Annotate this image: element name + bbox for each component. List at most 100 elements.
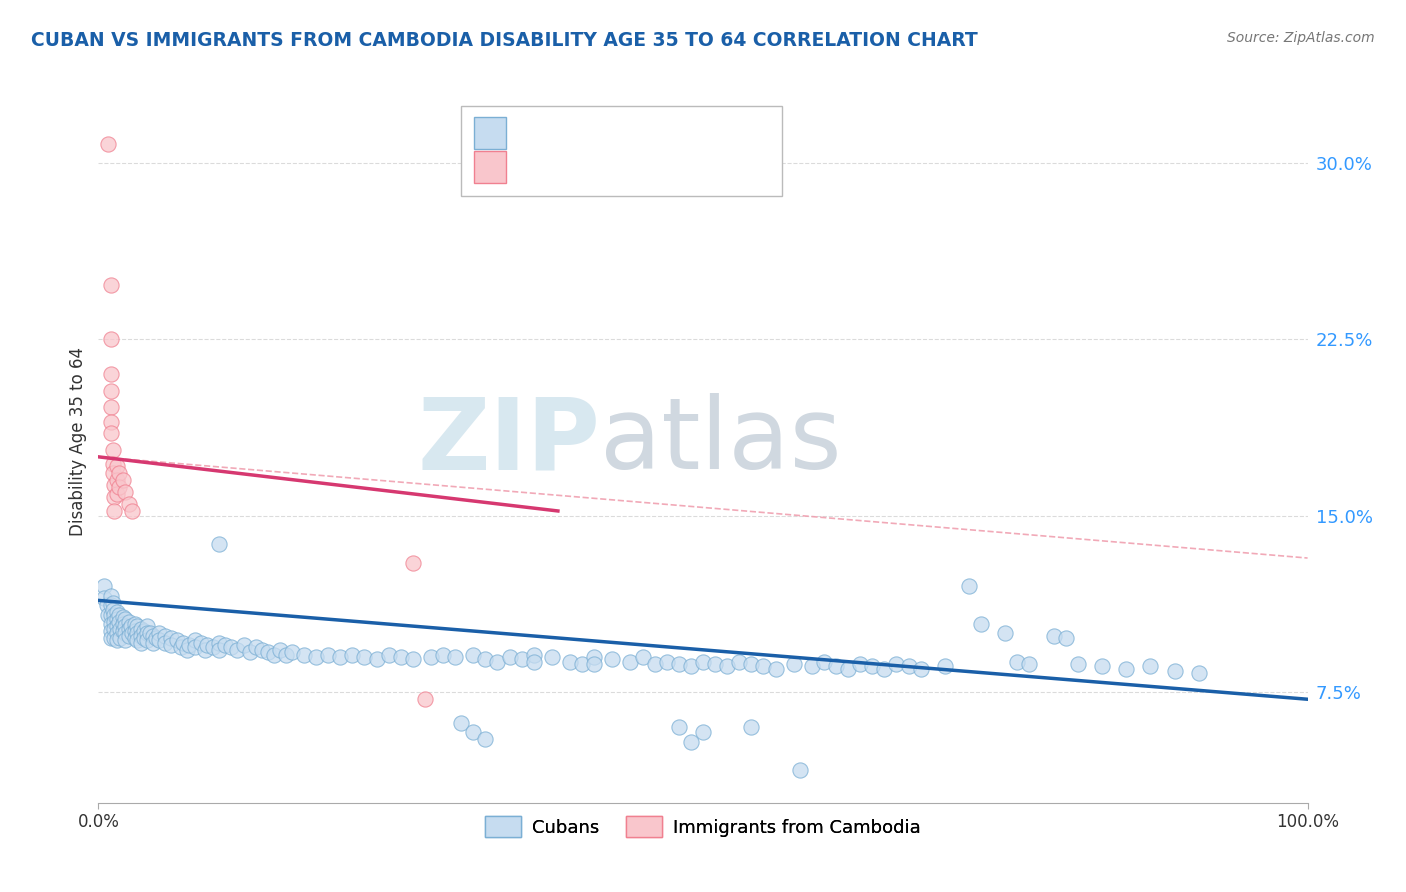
Point bbox=[692, 725, 714, 739]
Point bbox=[124, 631, 146, 645]
Point bbox=[1054, 631, 1077, 645]
Point bbox=[105, 474, 128, 488]
Point bbox=[93, 579, 115, 593]
Point bbox=[1091, 659, 1114, 673]
Point bbox=[558, 655, 581, 669]
Point bbox=[103, 478, 125, 492]
Point bbox=[160, 638, 183, 652]
Point bbox=[100, 401, 122, 415]
Point bbox=[245, 640, 267, 655]
Point bbox=[153, 629, 176, 643]
Point bbox=[129, 629, 152, 643]
Point bbox=[1007, 655, 1029, 669]
Point bbox=[127, 626, 149, 640]
Point bbox=[103, 622, 125, 636]
Point bbox=[420, 649, 443, 664]
Point bbox=[474, 652, 496, 666]
Point bbox=[100, 426, 122, 441]
Point bbox=[134, 631, 156, 645]
Point bbox=[194, 643, 217, 657]
Point bbox=[176, 643, 198, 657]
Point bbox=[135, 619, 157, 633]
Point bbox=[129, 636, 152, 650]
Point bbox=[644, 657, 666, 671]
Point bbox=[184, 633, 207, 648]
Text: N = 108: N = 108 bbox=[658, 124, 733, 142]
Point bbox=[111, 610, 134, 624]
Point bbox=[118, 629, 141, 643]
Point bbox=[184, 640, 207, 655]
Point bbox=[114, 612, 136, 626]
Point bbox=[342, 648, 364, 662]
Point bbox=[97, 607, 120, 622]
Point bbox=[100, 278, 122, 293]
Point bbox=[111, 624, 134, 638]
Point bbox=[523, 655, 546, 669]
Point bbox=[668, 721, 690, 735]
Point bbox=[208, 643, 231, 657]
Point bbox=[679, 734, 702, 748]
Point bbox=[402, 652, 425, 666]
Point bbox=[728, 655, 751, 669]
Point bbox=[679, 659, 702, 673]
Point bbox=[716, 659, 738, 673]
Point bbox=[100, 616, 122, 631]
Point bbox=[1115, 662, 1137, 676]
Point bbox=[450, 715, 472, 730]
Point bbox=[103, 607, 125, 622]
Point bbox=[583, 657, 606, 671]
Point bbox=[849, 657, 872, 671]
Point bbox=[583, 649, 606, 664]
Legend: Cubans, Immigrants from Cambodia: Cubans, Immigrants from Cambodia bbox=[478, 809, 928, 845]
Point bbox=[994, 626, 1017, 640]
Point bbox=[160, 631, 183, 645]
Point bbox=[108, 480, 131, 494]
Point bbox=[103, 631, 125, 645]
Point bbox=[100, 624, 122, 638]
Text: atlas: atlas bbox=[600, 393, 842, 490]
Point bbox=[120, 619, 142, 633]
Point bbox=[305, 649, 328, 664]
Point bbox=[135, 626, 157, 640]
Point bbox=[825, 659, 848, 673]
Point bbox=[105, 605, 128, 619]
Point bbox=[463, 648, 485, 662]
Point bbox=[208, 537, 231, 551]
Point bbox=[263, 648, 285, 662]
Point bbox=[800, 659, 823, 673]
Point bbox=[114, 633, 136, 648]
Point bbox=[172, 636, 194, 650]
Point bbox=[124, 616, 146, 631]
Point bbox=[101, 603, 124, 617]
Text: CUBAN VS IMMIGRANTS FROM CAMBODIA DISABILITY AGE 35 TO 64 CORRELATION CHART: CUBAN VS IMMIGRANTS FROM CAMBODIA DISABI… bbox=[31, 31, 977, 50]
Point bbox=[571, 657, 593, 671]
Point bbox=[108, 467, 131, 481]
Point bbox=[1042, 629, 1064, 643]
Point bbox=[329, 649, 352, 664]
Point bbox=[214, 638, 236, 652]
Point bbox=[1163, 664, 1185, 678]
Point bbox=[692, 655, 714, 669]
Point bbox=[256, 645, 278, 659]
Y-axis label: Disability Age 35 to 64: Disability Age 35 to 64 bbox=[69, 347, 87, 536]
Point bbox=[111, 616, 134, 631]
Point bbox=[523, 648, 546, 662]
Point bbox=[221, 640, 243, 655]
Point bbox=[704, 657, 727, 671]
Point bbox=[101, 442, 124, 457]
Point bbox=[274, 648, 297, 662]
Point bbox=[148, 633, 170, 648]
Point bbox=[860, 659, 883, 673]
Text: Source: ZipAtlas.com: Source: ZipAtlas.com bbox=[1227, 31, 1375, 45]
Point bbox=[105, 619, 128, 633]
Point bbox=[353, 649, 375, 664]
Point bbox=[486, 655, 509, 669]
Point bbox=[145, 631, 167, 645]
Point bbox=[127, 633, 149, 648]
Point bbox=[108, 607, 131, 622]
Point bbox=[957, 579, 980, 593]
Point bbox=[782, 657, 804, 671]
Text: R =  -0.311: R = -0.311 bbox=[513, 124, 616, 142]
Point bbox=[239, 645, 262, 659]
Point bbox=[316, 648, 339, 662]
